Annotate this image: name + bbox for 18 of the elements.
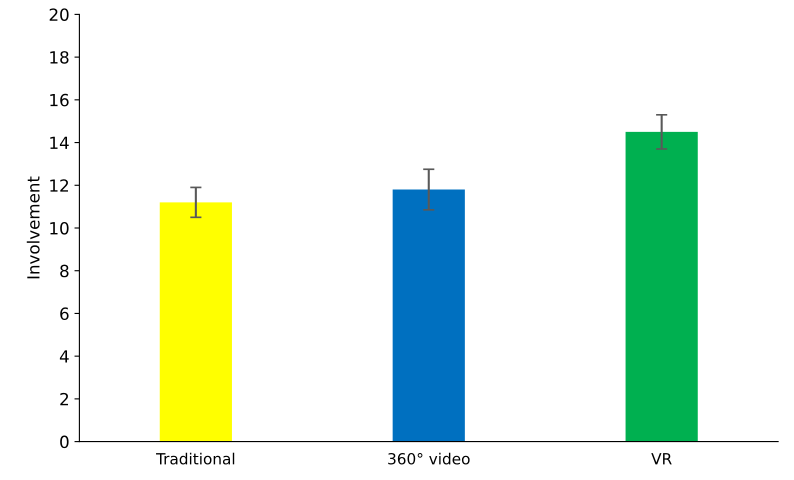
x-tick-label: Traditional [156, 452, 234, 465]
y-tick-label: 14 [50, 136, 69, 149]
y-tick-label: 10 [50, 222, 69, 235]
y-tick-label: 6 [60, 307, 69, 320]
bar [392, 190, 465, 442]
bar [626, 132, 698, 442]
y-tick-label: 0 [60, 436, 69, 448]
x-tick-label: VR [651, 453, 672, 464]
y-tick-label: 2 [60, 392, 68, 406]
y-tick-label: 4 [60, 350, 69, 362]
y-tick-label: 8 [60, 264, 69, 278]
y-tick-label: 20 [50, 8, 69, 21]
y-axis-title: Involvement [26, 176, 40, 278]
y-tick-label: 16 [50, 94, 69, 106]
y-tick-label: 18 [50, 51, 69, 64]
x-tick-label: 360° video [388, 452, 470, 465]
y-tick-label: 12 [50, 179, 68, 192]
bar [160, 202, 232, 442]
